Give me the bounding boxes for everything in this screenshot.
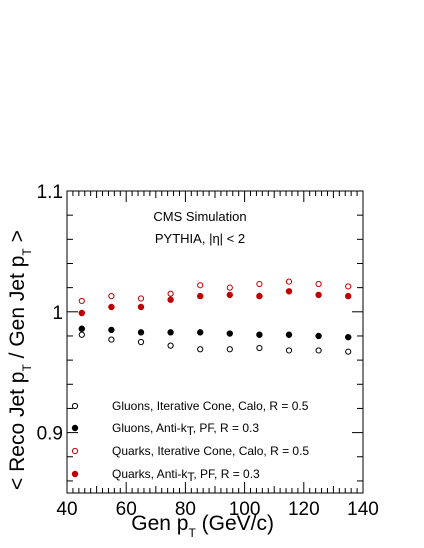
data-point bbox=[137, 303, 145, 311]
data-point bbox=[226, 346, 233, 353]
y-tick-label: 1.1 bbox=[37, 182, 63, 203]
data-point bbox=[256, 344, 263, 352]
data-point bbox=[137, 295, 145, 302]
data-point bbox=[345, 333, 352, 341]
legend-marker bbox=[71, 447, 79, 455]
x-tick-label: 80 bbox=[175, 499, 196, 520]
data-point bbox=[197, 329, 204, 336]
data-point bbox=[108, 336, 115, 343]
data-point bbox=[285, 288, 293, 295]
legend: Gluons, Iterative Cone, Calo, R = 0.5 Glu… bbox=[71, 399, 309, 484]
data-point bbox=[78, 297, 85, 305]
data-point bbox=[78, 331, 85, 338]
data-point bbox=[345, 292, 352, 300]
data-point bbox=[226, 330, 234, 337]
annotation-pythia: PYTHIA, |η| < 2 bbox=[155, 231, 245, 246]
data-point bbox=[226, 284, 233, 291]
y-tick-label: 0.9 bbox=[37, 424, 63, 445]
data-point bbox=[315, 291, 322, 299]
data-point bbox=[167, 296, 174, 303]
data-point bbox=[285, 278, 293, 285]
x-tick-label: 120 bbox=[288, 499, 320, 520]
data-point bbox=[78, 309, 86, 317]
axis-ticks bbox=[66, 190, 364, 493]
x-axis-title: Gen pT (GeV/c) bbox=[131, 512, 274, 540]
data-point bbox=[226, 291, 234, 299]
data-point bbox=[345, 283, 352, 290]
data-point bbox=[315, 332, 322, 340]
data-point bbox=[167, 342, 174, 349]
legend-marker bbox=[71, 470, 79, 478]
legend-label: Gluons, Anti-kT, PF, R = 0.3 bbox=[112, 421, 259, 438]
annotation-cms: CMS Simulation bbox=[153, 209, 246, 224]
data-point bbox=[78, 325, 86, 332]
data-point bbox=[256, 292, 263, 300]
data-point bbox=[285, 331, 293, 338]
data-point bbox=[197, 282, 204, 289]
legend-marker bbox=[71, 424, 79, 432]
data-point bbox=[256, 331, 263, 338]
data-point bbox=[108, 292, 115, 300]
data-point bbox=[137, 338, 145, 346]
x-tick-label: 100 bbox=[229, 499, 261, 520]
x-tick-label: 60 bbox=[116, 499, 137, 520]
data-points bbox=[78, 278, 352, 355]
data-point bbox=[108, 303, 115, 311]
y-axis-title: < Reco Jet pT / Gen Jet pT > bbox=[6, 230, 34, 490]
data-point bbox=[285, 347, 293, 354]
x-tick-label: 40 bbox=[56, 499, 77, 520]
data-point bbox=[315, 347, 322, 354]
data-point bbox=[197, 346, 204, 353]
data-point bbox=[108, 326, 115, 334]
data-point bbox=[345, 348, 352, 355]
y-tick-label: 1 bbox=[52, 303, 63, 324]
legend-label: Quarks, Anti-kT, PF, R = 0.3 bbox=[112, 467, 260, 484]
legend-label: Quarks, Iterative Cone, Calo, R = 0.5 bbox=[112, 444, 309, 458]
data-point bbox=[137, 329, 145, 336]
legend-label: Gluons, Iterative Cone, Calo, R = 0.5 bbox=[112, 399, 309, 413]
data-point bbox=[167, 290, 174, 297]
data-point bbox=[315, 280, 322, 288]
data-point bbox=[167, 329, 174, 336]
legend-marker bbox=[71, 402, 79, 410]
data-point bbox=[197, 292, 204, 300]
tick-labels: 40 60 80 100 120 140 0.9 1 1.1 bbox=[37, 182, 379, 520]
x-tick-label: 140 bbox=[347, 499, 379, 520]
data-point bbox=[256, 280, 263, 288]
